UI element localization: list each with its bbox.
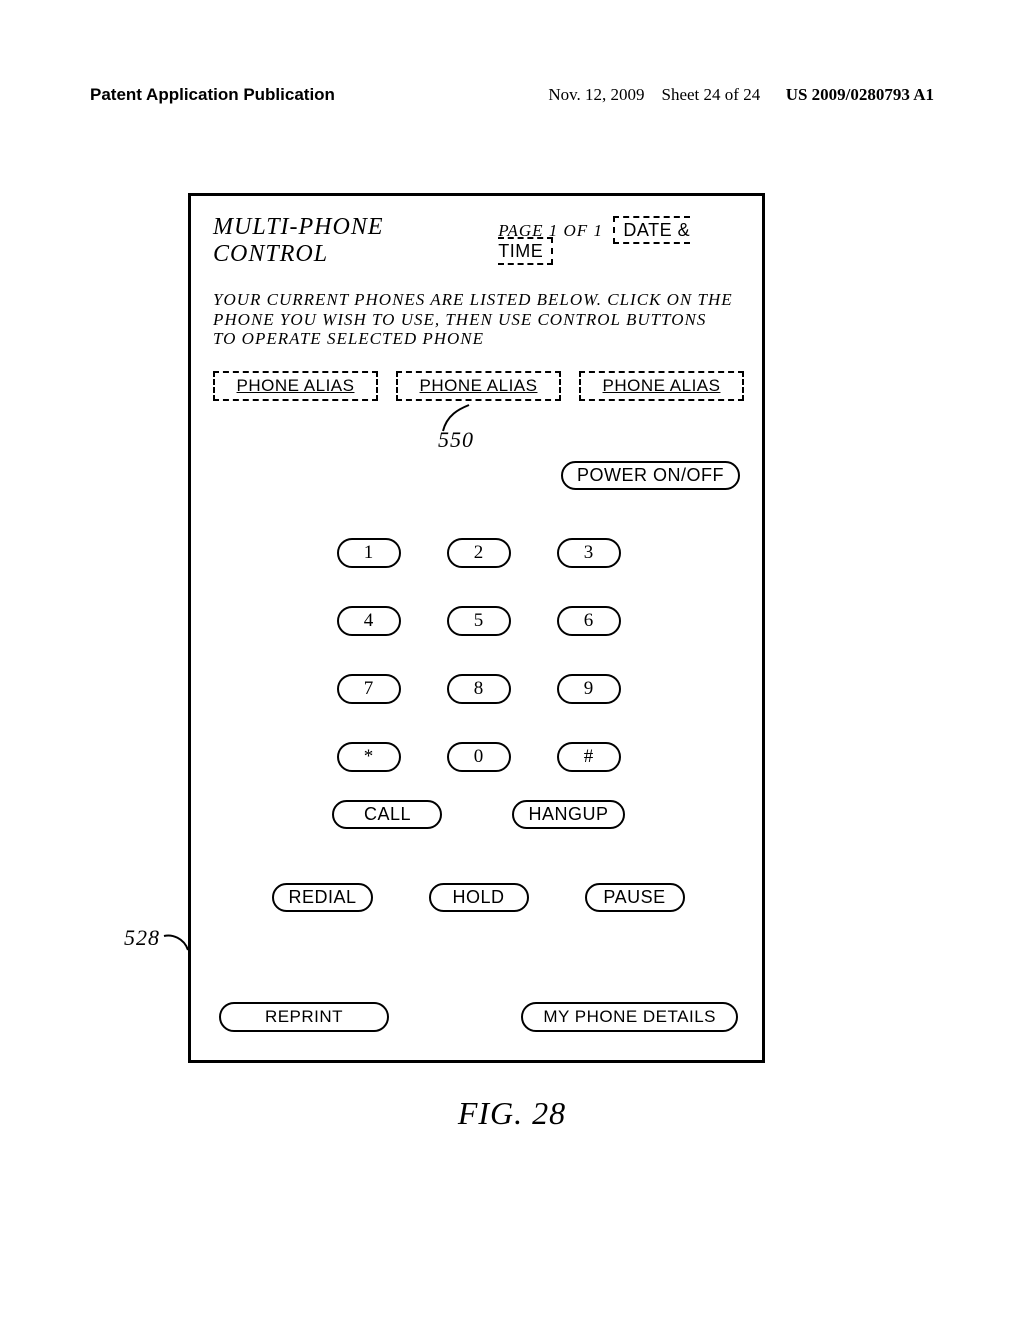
- page-header: Patent Application Publication Nov. 12, …: [90, 85, 934, 105]
- keypad: 1 2 3 4 5 6 7 8 9 * 0 #: [213, 538, 744, 772]
- pause-button[interactable]: PAUSE: [585, 883, 685, 912]
- key-1[interactable]: 1: [337, 538, 401, 568]
- hold-button[interactable]: HOLD: [429, 883, 529, 912]
- phone-alias-1[interactable]: PHONE ALIAS: [213, 371, 378, 401]
- figure-caption: FIG. 28: [0, 1095, 1024, 1132]
- key-2[interactable]: 2: [447, 538, 511, 568]
- phone-alias-row: PHONE ALIAS PHONE ALIAS PHONE ALIAS: [213, 371, 744, 401]
- key-4[interactable]: 4: [337, 606, 401, 636]
- call-button[interactable]: CALL: [332, 800, 442, 829]
- function-row: REDIAL HOLD PAUSE: [213, 883, 744, 912]
- header-left: Patent Application Publication: [90, 85, 335, 105]
- power-row: POWER ON/OFF: [213, 461, 740, 490]
- call-row: CALL HANGUP: [213, 800, 744, 829]
- ref-528-label: 528: [124, 925, 160, 951]
- instructions-l1: YOUR CURRENT PHONES ARE LISTED BELOW. CL…: [213, 290, 733, 309]
- title-right-group: PAGE 1 OF 1 DATE & TIME: [498, 220, 744, 262]
- bottom-row: REPRINT MY PHONE DETAILS: [213, 1002, 744, 1032]
- header-sheet: Sheet 24 of 24: [662, 85, 761, 104]
- phone-alias-2[interactable]: PHONE ALIAS: [396, 371, 561, 401]
- power-button[interactable]: POWER ON/OFF: [561, 461, 740, 490]
- ref-550-label: 550: [438, 427, 474, 453]
- header-pubno: US 2009/0280793 A1: [786, 85, 934, 104]
- key-9[interactable]: 9: [557, 674, 621, 704]
- title-row: MULTI-PHONE CONTROL PAGE 1 OF 1 DATE & T…: [213, 214, 744, 268]
- redial-button[interactable]: REDIAL: [272, 883, 372, 912]
- reprint-button[interactable]: REPRINT: [219, 1002, 389, 1032]
- instructions-l3: TO OPERATE SELECTED PHONE: [213, 329, 484, 348]
- phone-alias-3[interactable]: PHONE ALIAS: [579, 371, 744, 401]
- key-7[interactable]: 7: [337, 674, 401, 704]
- key-hash[interactable]: #: [557, 742, 621, 772]
- key-5[interactable]: 5: [447, 606, 511, 636]
- ref-528-leader: [162, 932, 192, 954]
- key-8[interactable]: 8: [447, 674, 511, 704]
- key-star[interactable]: *: [337, 742, 401, 772]
- my-phone-details-button[interactable]: MY PHONE DETAILS: [521, 1002, 738, 1032]
- multi-phone-control-panel: MULTI-PHONE CONTROL PAGE 1 OF 1 DATE & T…: [188, 193, 765, 1063]
- key-0[interactable]: 0: [447, 742, 511, 772]
- panel-title: MULTI-PHONE CONTROL: [213, 214, 498, 268]
- header-date: Nov. 12, 2009: [548, 85, 644, 104]
- ref-550-callout: 550: [213, 409, 744, 461]
- header-right: Nov. 12, 2009 Sheet 24 of 24 US 2009/028…: [548, 85, 934, 105]
- key-6[interactable]: 6: [557, 606, 621, 636]
- instructions-text: YOUR CURRENT PHONES ARE LISTED BELOW. CL…: [213, 290, 733, 349]
- key-3[interactable]: 3: [557, 538, 621, 568]
- instructions-l2: PHONE YOU WISH TO USE, THEN USE CONTROL …: [213, 310, 706, 329]
- hangup-button[interactable]: HANGUP: [512, 800, 624, 829]
